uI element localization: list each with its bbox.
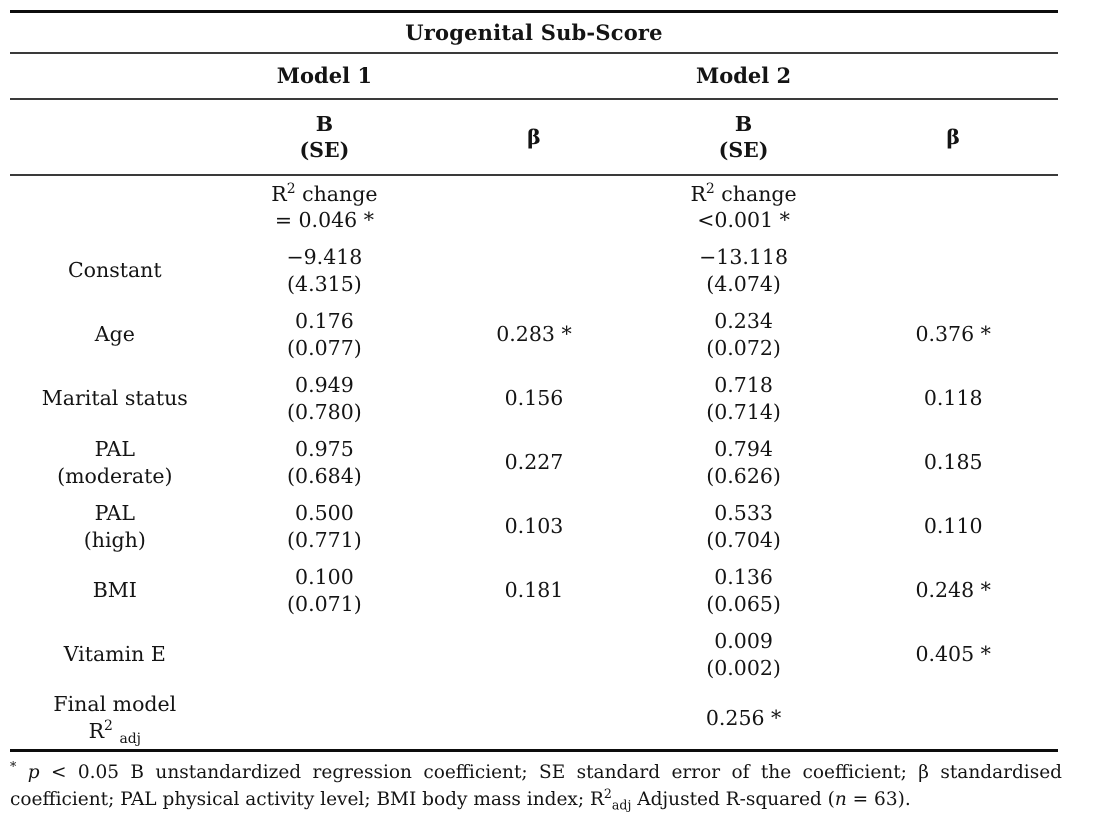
- model-header-row: Model 1 Model 2: [10, 53, 1058, 99]
- m2-beta-cell: [848, 239, 1058, 303]
- m1-beta-cell: 0.103: [504, 514, 564, 539]
- spacer-cell: [10, 99, 220, 175]
- table-row-bmi: BMI 0.100 (0.071) 0.181 0.136 (0.065) 0.24…: [10, 559, 1058, 623]
- m2-beta-cell: 0.248 *: [915, 578, 991, 603]
- m1-beta-cell: 0.181: [504, 578, 564, 603]
- m1-b-se-cell: 0.500 (0.771): [287, 501, 362, 552]
- row-label-cell: [10, 175, 220, 239]
- table-row-pal-high: PAL (high) 0.500 (0.771) 0.103 0.533 (0.704…: [10, 495, 1058, 559]
- table-footnote: * p < 0.05 B unstandardized regression c…: [10, 758, 1062, 813]
- spacer-cell: [848, 53, 1058, 99]
- model1-b-se-header: B (SE): [299, 111, 350, 162]
- model1-beta-header: β: [527, 124, 541, 149]
- model-2-header: Model 2: [695, 63, 792, 88]
- row-label-cell: Final model R2 adj: [53, 692, 177, 747]
- m2-b-se-cell: −13.118 (4.074): [699, 245, 789, 296]
- table-title-row: Urogenital Sub-Score: [10, 12, 1058, 53]
- m1-b-se-cell: R2 change = 0.046 *: [271, 180, 378, 233]
- table-row-constant: Constant −9.418 (4.315) −13.118 (4.074): [10, 239, 1058, 303]
- row-label-cell: Constant: [67, 258, 162, 283]
- m1-beta-cell: [429, 239, 639, 303]
- m2-b-se-cell: 0.718 (0.714): [706, 373, 781, 424]
- row-label-cell: Vitamin E: [63, 642, 166, 667]
- table-row-r2-change: R2 change = 0.046 * R2 change <0.001 *: [10, 175, 1058, 239]
- m1-b-se-cell: [220, 623, 430, 687]
- m2-beta-cell: [848, 687, 1058, 751]
- m2-b-se-cell: 0.256 *: [705, 705, 782, 730]
- m1-beta-cell: 0.227: [504, 450, 564, 475]
- m1-beta-cell: [429, 175, 639, 239]
- regression-results-table: Urogenital Sub-Score Model 1 Model 2 B (S…: [10, 10, 1058, 752]
- m2-beta-cell: 0.110: [923, 514, 983, 539]
- m1-beta-cell: 0.156: [504, 386, 564, 411]
- m2-b-se-cell: 0.009 (0.002): [706, 629, 781, 680]
- spacer-cell: [429, 53, 639, 99]
- row-label-cell: PAL (moderate): [57, 437, 173, 488]
- m2-beta-cell: [848, 175, 1058, 239]
- m1-b-se-cell: 0.949 (0.780): [287, 373, 362, 424]
- m2-b-se-cell: 0.234 (0.072): [706, 309, 781, 360]
- m2-beta-cell: 0.405 *: [915, 642, 991, 667]
- model-1-header: Model 1: [276, 63, 372, 88]
- m1-b-se-cell: [220, 687, 430, 751]
- table-row-marital-status: Marital status 0.949 (0.780) 0.156 0.718(…: [10, 367, 1058, 431]
- spacer-cell: [10, 53, 220, 99]
- table-title: Urogenital Sub-Score: [405, 19, 663, 45]
- row-label-cell: PAL (high): [83, 501, 146, 552]
- m2-beta-cell: 0.118: [923, 386, 983, 411]
- row-label-cell: Age: [94, 322, 135, 347]
- m1-b-se-cell: −9.418 (4.315): [286, 245, 363, 296]
- table-row-vitamin-e: Vitamin E 0.009 (0.002) 0.405 *: [10, 623, 1058, 687]
- m1-beta-cell: 0.283 *: [496, 322, 572, 347]
- m2-beta-cell: 0.376 *: [915, 322, 991, 347]
- table-row-final-model-r2adj: Final model R2 adj 0.256 *: [10, 687, 1058, 751]
- m1-beta-cell: [429, 687, 639, 751]
- m1-b-se-cell: 0.176 (0.077): [287, 309, 362, 360]
- m2-b-se-cell: 0.136 (0.065): [706, 565, 781, 616]
- m2-b-se-cell: 0.533 (0.704): [706, 501, 781, 552]
- model2-beta-header: β: [946, 124, 960, 149]
- column-header-row: B (SE) β B (SE) β: [10, 99, 1058, 175]
- table-row-pal-moderate: PAL (moderate) 0.975 (0.684) 0.227 0.794 (0…: [10, 431, 1058, 495]
- table-row-age: Age 0.176 (0.077) 0.283 * 0.234 (0.072) 0.…: [10, 303, 1058, 367]
- model2-b-se-header: B (SE): [718, 111, 769, 162]
- m1-b-se-cell: 0.975 (0.684): [287, 437, 362, 488]
- m1-b-se-cell: 0.100 (0.071): [287, 565, 362, 616]
- m2-b-se-cell: 0.794 (0.626): [706, 437, 781, 488]
- m2-beta-cell: 0.185: [923, 450, 983, 475]
- m2-b-se-cell: R2 change <0.001 *: [690, 180, 797, 233]
- row-label-cell: BMI: [92, 578, 137, 603]
- m1-beta-cell: [429, 623, 639, 687]
- row-label-cell: Marital status: [41, 386, 188, 411]
